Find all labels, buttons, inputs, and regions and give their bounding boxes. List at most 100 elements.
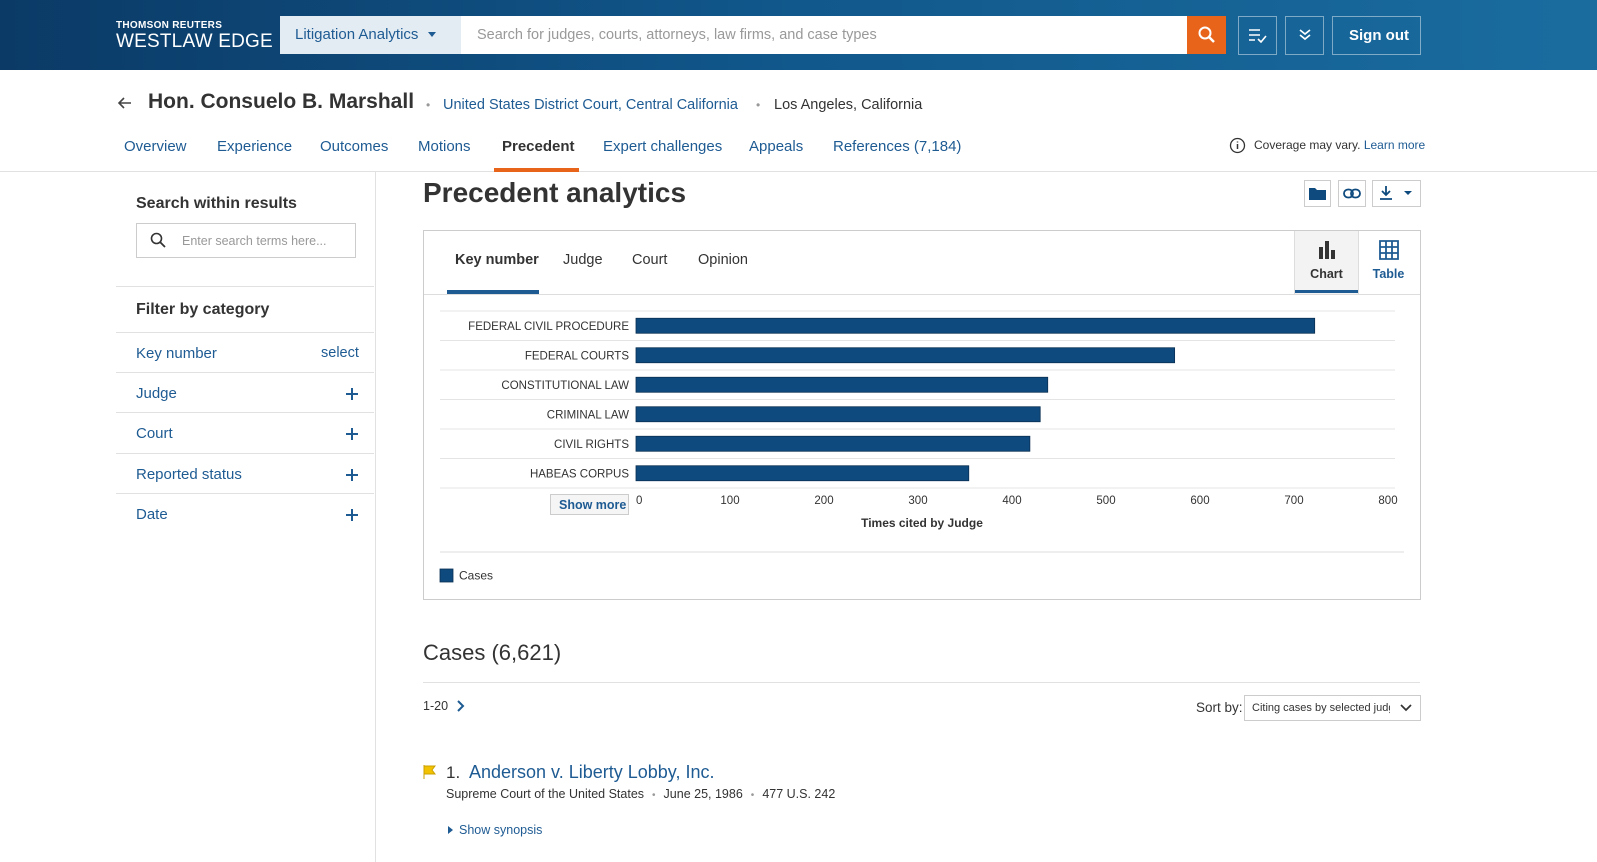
show-synopsis[interactable]: Show synopsis (459, 823, 543, 837)
coverage-note: Coverage may vary. Learn more (1254, 138, 1425, 152)
sort-value: Citing cases by selected judg (1252, 702, 1390, 714)
folder-button[interactable] (1304, 180, 1331, 207)
active-tab-indicator (447, 290, 539, 294)
top-bar: THOMSON REUTERS WESTLAW EDGE Litigation … (0, 0, 1597, 70)
y-tick-label: CIVIL RIGHTS (554, 439, 629, 451)
nav-tab[interactable]: References (7,184) (833, 138, 962, 155)
case-court: Supreme Court of the United States (446, 787, 645, 801)
y-tick-label: CONSTITUTIONAL LAW (501, 380, 629, 392)
bar (635, 376, 1049, 393)
more-button[interactable] (1285, 16, 1324, 55)
caret-icon (428, 32, 436, 37)
sort-label: Sort by: (1196, 700, 1243, 715)
show-more-button[interactable]: Show more (550, 494, 629, 515)
link-button[interactable] (1338, 180, 1366, 207)
download-button[interactable] (1372, 180, 1421, 207)
grid (1379, 240, 1399, 260)
search-title: Search within results (136, 195, 297, 212)
x-tick-label: 500 (1096, 495, 1115, 507)
y-tick-label: CRIMINAL LAW (547, 409, 629, 421)
expand-icon[interactable] (346, 428, 358, 440)
x-axis-title: Times cited by Judge (861, 516, 983, 530)
history-button[interactable] (1238, 16, 1277, 55)
select-link[interactable]: select (321, 345, 359, 361)
divider (116, 372, 374, 373)
nav-tab[interactable]: Outcomes (320, 138, 389, 155)
brand[interactable]: WESTLAW EDGE (116, 31, 273, 52)
nav-tab[interactable]: Appeals (749, 138, 804, 155)
search-button[interactable] (1187, 16, 1226, 54)
search-input[interactable]: Search for judges, courts, attorneys, la… (461, 16, 1187, 54)
show-more-label: Show more (559, 498, 627, 512)
sign-out-button[interactable]: Sign out (1332, 16, 1421, 55)
chart-tab[interactable]: Key number (455, 252, 539, 268)
bar (635, 317, 1316, 334)
filter-label[interactable]: Key number (136, 345, 217, 362)
filter-label[interactable]: Date (136, 506, 168, 523)
flag (423, 765, 436, 779)
filter-label[interactable]: Reported status (136, 466, 242, 483)
section-title: Precedent analytics (423, 177, 687, 208)
divider (116, 286, 374, 287)
x-tick-label: 100 (720, 495, 739, 507)
back-arrow[interactable] (117, 96, 133, 110)
x-tick-label: 0 (636, 495, 642, 507)
nav-tab[interactable]: Precedent (502, 138, 575, 155)
cases-title: Cases (6,621) (423, 640, 562, 665)
expand-icon[interactable] (346, 388, 358, 400)
sidebar-search[interactable]: Enter search terms here... (136, 223, 356, 258)
brand-top: THOMSON REUTERS (116, 20, 223, 31)
chevron-icon (1400, 704, 1412, 712)
link-icon (1343, 188, 1361, 199)
expand-triangle (448, 826, 453, 834)
nav-tab[interactable]: Experience (217, 138, 293, 155)
x-tick-label: 700 (1284, 495, 1303, 507)
bar (635, 435, 1031, 452)
view-button[interactable]: Chart (1294, 231, 1359, 294)
plus (346, 469, 358, 481)
court-link[interactable]: United States District Court, Central Ca… (443, 97, 738, 113)
separator: • (756, 98, 761, 112)
search-placeholder: Search for judges, courts, attorneys, la… (477, 27, 877, 43)
folder-icon (1309, 188, 1326, 200)
expand-icon[interactable] (346, 509, 358, 521)
chevrons-icon (1299, 29, 1311, 41)
bar (635, 465, 970, 482)
nav-tab[interactable]: Motions (418, 138, 471, 155)
active-tab-indicator (494, 168, 579, 172)
chart-tab[interactable]: Opinion (698, 252, 748, 268)
case-title[interactable]: Anderson v. Liberty Lobby, Inc. (469, 762, 715, 782)
nav-tab[interactable]: Expert challenges (603, 138, 723, 155)
chart-tab[interactable]: Court (632, 252, 668, 268)
flag-icon[interactable] (423, 765, 437, 779)
divider (116, 493, 374, 494)
icon-bar (1331, 250, 1335, 259)
legend-swatch (439, 568, 454, 583)
x-tick-label: 400 (1002, 495, 1021, 507)
case-meta: Supreme Court of the United States • June … (446, 787, 835, 801)
bar (635, 347, 1176, 364)
product-dropdown[interactable]: Litigation Analytics (280, 16, 461, 54)
chart-card (423, 230, 1421, 600)
divider (424, 294, 1420, 295)
plus (346, 388, 358, 400)
sort-select[interactable]: Citing cases by selected judg (1244, 695, 1421, 721)
nav-tab[interactable]: Overview (124, 138, 187, 155)
legend-label: Cases (459, 569, 493, 583)
divider (116, 332, 374, 333)
separator: • (426, 98, 431, 112)
filter-label[interactable]: Judge (136, 385, 177, 402)
learn-more-link[interactable]: Learn more (1363, 138, 1426, 152)
judge-name: Hon. Consuelo B. Marshall (148, 90, 415, 113)
active-view-indicator (1295, 290, 1358, 293)
view-button[interactable]: Table (1357, 231, 1420, 294)
chart-tab[interactable]: Judge (563, 252, 603, 268)
separator: • (652, 790, 656, 801)
filter-label[interactable]: Court (136, 425, 173, 442)
next-page[interactable] (456, 700, 465, 712)
expand-icon[interactable] (346, 469, 358, 481)
case-citation: 477 U.S. 242 (762, 787, 836, 801)
x-tick-label: 300 (908, 495, 927, 507)
download-icon (1380, 186, 1412, 200)
coverage-text: Coverage may vary. (1254, 138, 1361, 152)
